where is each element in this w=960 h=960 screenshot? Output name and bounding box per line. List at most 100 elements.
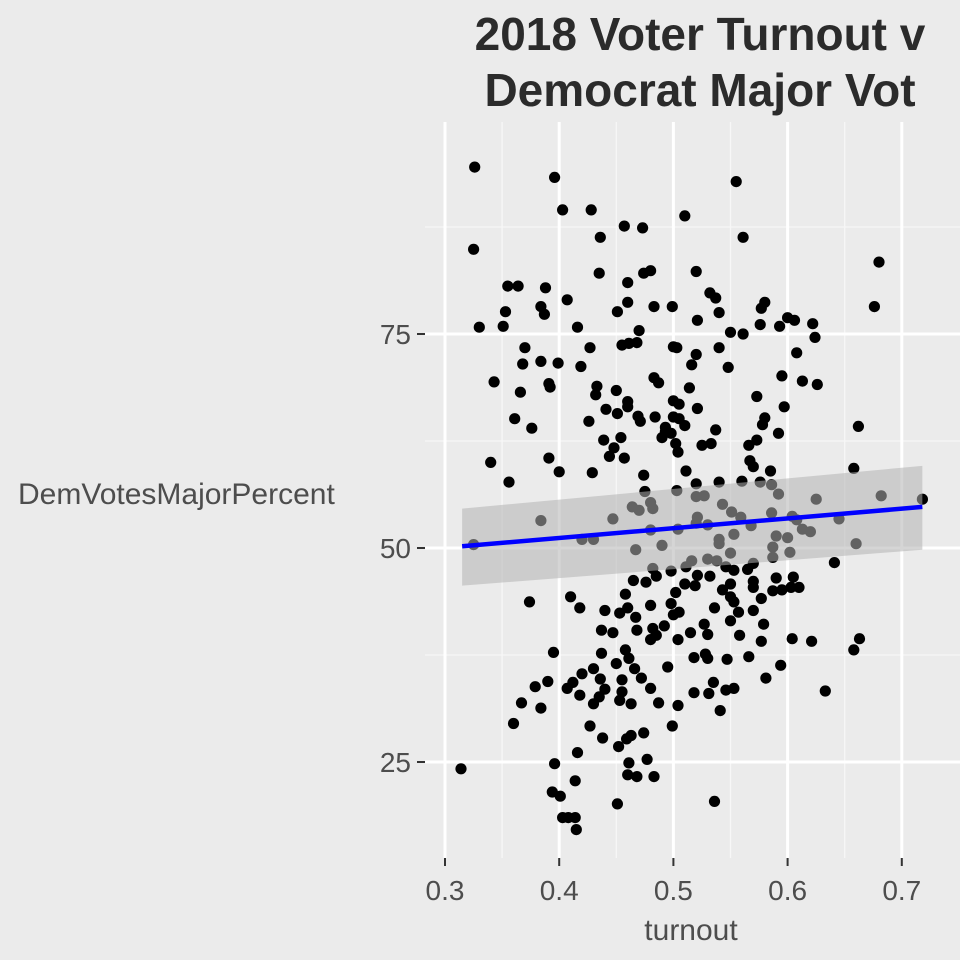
data-point [728, 682, 740, 695]
data-point [791, 347, 803, 359]
x-tick-label: 0.3 [426, 875, 465, 906]
data-point [747, 461, 759, 473]
data-point [650, 570, 662, 582]
data-point [672, 699, 684, 712]
data-point [666, 301, 678, 313]
data-point [600, 403, 612, 415]
data-point [622, 769, 634, 781]
data-point [645, 599, 657, 612]
data-point [690, 348, 702, 361]
data-point [691, 402, 704, 415]
data-point [535, 355, 547, 367]
y-tick-label: 50 [380, 533, 411, 564]
data-point [614, 694, 626, 707]
data-point [751, 390, 763, 403]
data-point [625, 729, 637, 742]
data-point [767, 585, 779, 597]
x-tick-label: 0.5 [654, 875, 693, 906]
data-point [641, 753, 653, 766]
data-point [710, 424, 722, 436]
data-point [705, 438, 717, 450]
data-point [614, 607, 626, 619]
data-point [538, 308, 551, 320]
data-point [610, 658, 622, 670]
data-point [670, 586, 682, 599]
data-point [873, 256, 885, 268]
data-point [742, 563, 754, 576]
data-point [688, 652, 700, 664]
data-point [796, 375, 809, 387]
data-point [853, 633, 866, 645]
data-point [751, 434, 763, 446]
data-point [737, 231, 749, 243]
data-point [613, 741, 625, 753]
data-point [619, 644, 632, 656]
data-point [625, 698, 637, 710]
data-point [637, 222, 649, 234]
data-point [515, 697, 528, 709]
data-point [598, 434, 610, 446]
chart-title-line2: Democrat Major Vot [484, 64, 915, 116]
data-point [665, 598, 677, 610]
y-axis-ticks: 25 50 75 [380, 319, 425, 778]
data-point [599, 604, 611, 617]
data-point [747, 604, 759, 617]
data-point [638, 267, 650, 279]
x-tick-label: 0.4 [540, 875, 579, 906]
data-point [565, 591, 577, 603]
data-point [574, 602, 586, 614]
data-point [852, 420, 865, 432]
data-point [574, 689, 586, 701]
data-point [648, 771, 660, 783]
data-point [724, 578, 737, 590]
data-point [616, 686, 628, 698]
data-point [638, 469, 650, 481]
data-point [622, 602, 634, 614]
data-point [455, 763, 467, 775]
data-point [549, 758, 561, 770]
data-point [575, 360, 587, 373]
data-point [611, 408, 624, 420]
data-point [618, 452, 630, 464]
data-point [770, 572, 782, 584]
data-point [811, 378, 823, 391]
fit-line [461, 504, 923, 549]
y-tick-label: 25 [380, 747, 411, 778]
data-point [543, 452, 555, 464]
data-point [707, 676, 720, 689]
data-point [649, 411, 661, 423]
data-point [819, 685, 831, 697]
data-point [728, 596, 740, 608]
data-point [623, 757, 635, 769]
data-point [704, 570, 716, 582]
data-point [708, 602, 721, 614]
data-point [679, 578, 691, 590]
data-point [645, 682, 657, 695]
data-point [587, 698, 600, 710]
data-point [653, 697, 665, 709]
data-point [696, 439, 708, 451]
chart-title: 2018 Voter Turnout v [475, 8, 926, 60]
data-point [776, 370, 788, 382]
data-point [774, 320, 786, 332]
data-point [653, 377, 665, 389]
data-point [638, 727, 650, 739]
data-point [526, 422, 538, 434]
data-point [514, 386, 527, 398]
data-point [698, 618, 710, 630]
data-point [665, 427, 677, 439]
data-point [569, 812, 581, 824]
data-point [785, 581, 797, 594]
data-point [787, 571, 799, 583]
data-point [630, 611, 642, 623]
data-point [633, 325, 645, 337]
data-point [743, 439, 755, 451]
data-point [734, 629, 746, 641]
data-point [650, 629, 662, 641]
data-point [699, 648, 712, 660]
data-point [671, 342, 683, 354]
data-point [776, 584, 788, 596]
data-point [607, 627, 619, 639]
data-point [485, 456, 497, 468]
data-point [623, 652, 635, 665]
